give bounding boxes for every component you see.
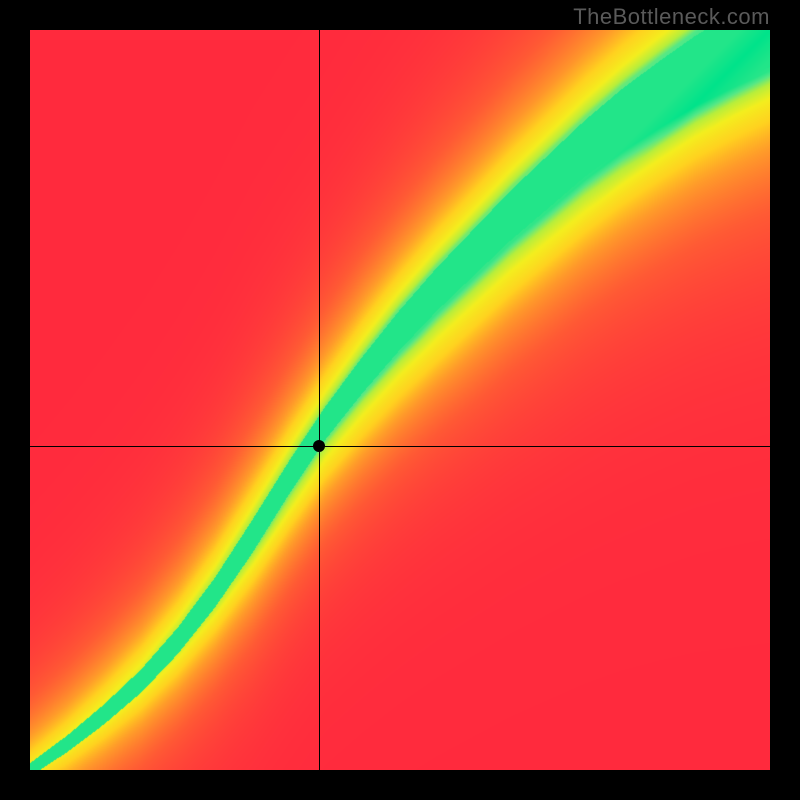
bottleneck-heatmap [30, 30, 770, 770]
crosshair-vertical [319, 30, 320, 770]
watermark-text: TheBottleneck.com [573, 4, 770, 30]
crosshair-marker [313, 440, 325, 452]
heatmap-canvas [30, 30, 770, 770]
crosshair-horizontal [30, 446, 770, 447]
